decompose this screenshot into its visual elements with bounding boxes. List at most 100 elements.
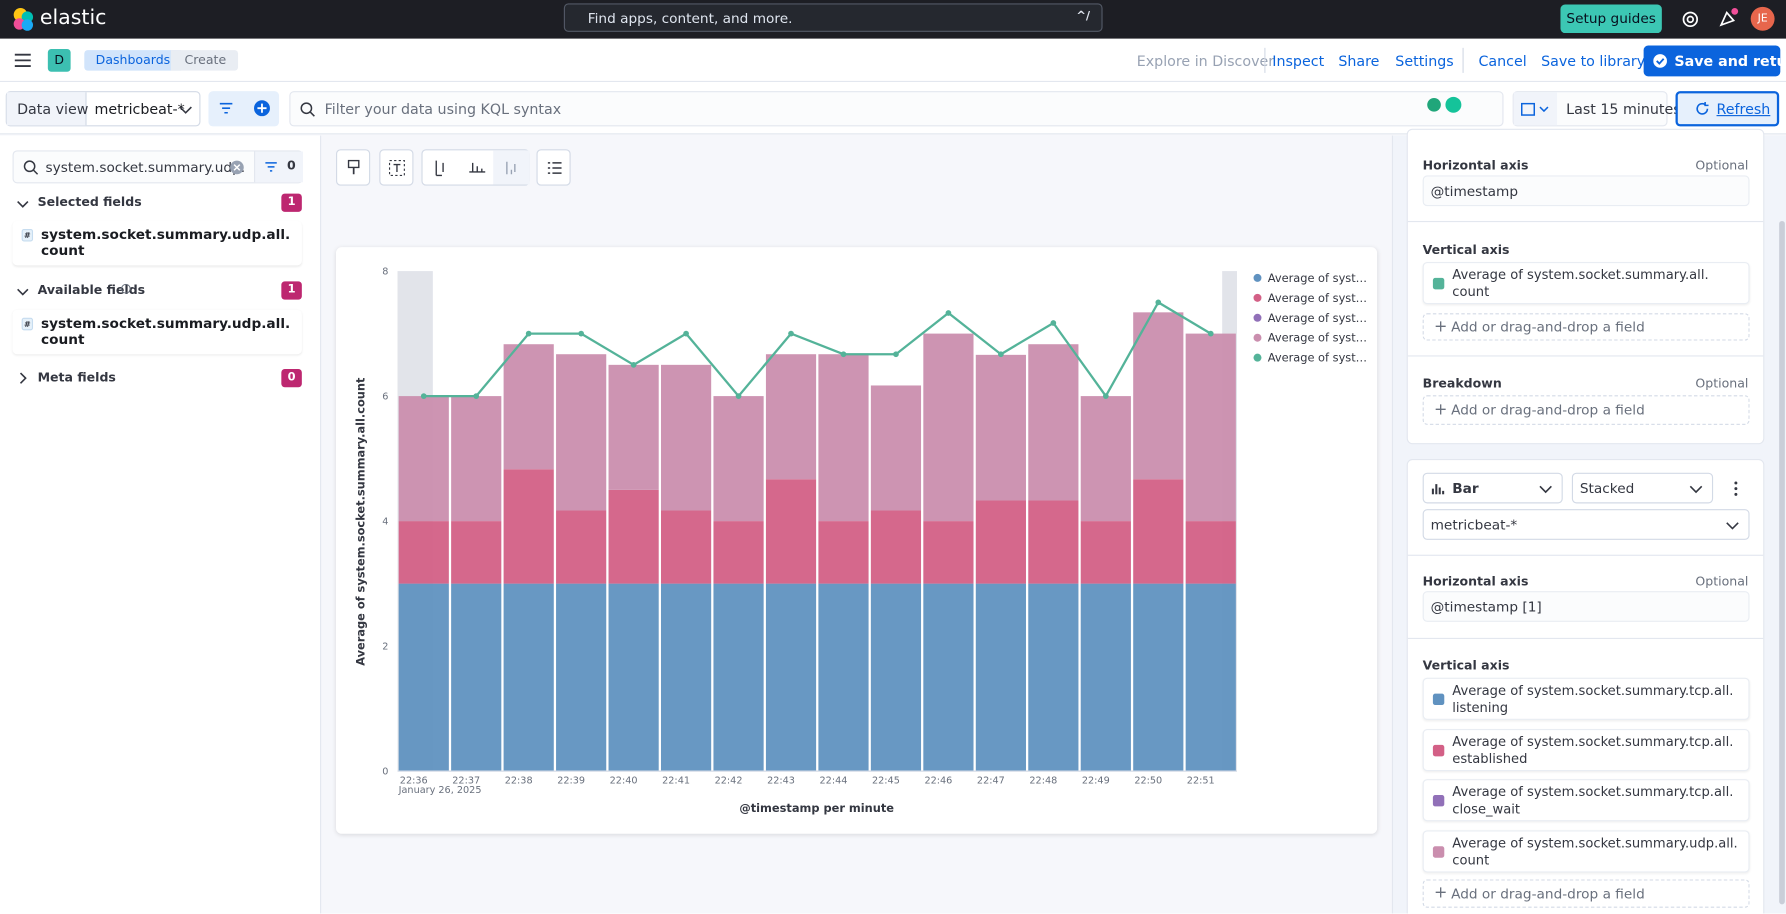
line-point xyxy=(735,393,742,399)
refresh-icon xyxy=(1696,101,1709,115)
quick-menu[interactable] xyxy=(1513,92,1558,126)
field-search[interactable]: system.socket.summary.udp. 0 xyxy=(12,150,303,184)
line-point xyxy=(893,351,899,358)
color-swatch xyxy=(1432,744,1445,756)
field-item[interactable]: # system.socket.summary.udp.all.count xyxy=(12,220,302,266)
filter-count: 0 xyxy=(287,158,296,174)
add-label: Add or drag-and-drop a field xyxy=(1451,885,1645,902)
bar-segment xyxy=(556,510,607,584)
section-count: 1 xyxy=(281,193,302,212)
bar-segment xyxy=(923,521,974,584)
share-link[interactable]: Share xyxy=(1338,52,1380,70)
add-label: Add or drag-and-drop a field xyxy=(1451,402,1645,419)
avatar[interactable]: JE xyxy=(1750,6,1775,31)
save-return-button[interactable]: Save and return xyxy=(1643,45,1786,77)
bar-segment xyxy=(975,354,1026,501)
data-view-picker[interactable]: Data view metricbeat-* xyxy=(5,91,201,127)
bar-segment xyxy=(1028,500,1079,584)
bar-segment xyxy=(398,396,449,522)
bar-segment xyxy=(1133,583,1184,772)
dimension-field[interactable]: Average of system.socket.summary.tcp.all… xyxy=(1422,779,1750,822)
optional-label: Optional xyxy=(1695,375,1749,391)
optional-label: Optional xyxy=(1695,158,1749,174)
legend-button[interactable] xyxy=(536,149,571,186)
y-tick-label: 6 xyxy=(382,392,388,403)
section-count: 1 xyxy=(281,281,302,300)
clear-icon[interactable] xyxy=(229,159,245,175)
add-field[interactable]: + Add or drag-and-drop a field xyxy=(1422,395,1750,425)
save-library-link[interactable]: Save to library xyxy=(1541,52,1646,70)
dimension-field[interactable]: Average of system.socket.summary.all. co… xyxy=(1422,261,1750,305)
legend-swatch xyxy=(1253,313,1262,322)
section-count: 0 xyxy=(281,369,302,388)
chevron[interactable] xyxy=(16,285,30,299)
refresh-button[interactable]: Refresh xyxy=(1675,91,1780,127)
bar-segment xyxy=(870,583,922,772)
settings-link[interactable]: Settings xyxy=(1395,52,1454,70)
bar-segment xyxy=(765,583,817,772)
bar-segment xyxy=(451,521,502,584)
mode-select[interactable]: Stacked xyxy=(1571,472,1714,504)
bar-segment xyxy=(870,510,922,584)
cancel-link[interactable]: Cancel xyxy=(1478,52,1527,70)
divider xyxy=(1264,47,1266,73)
dimension-field[interactable]: @timestamp [1] xyxy=(1422,591,1750,622)
layer-actions[interactable] xyxy=(1732,480,1739,498)
kql-placeholder: Filter your data using KQL syntax xyxy=(324,100,562,118)
line-point xyxy=(420,393,427,399)
menu-icon[interactable] xyxy=(14,52,32,68)
dimension-field[interactable]: @timestamp xyxy=(1422,175,1750,207)
space-badge[interactable]: D xyxy=(47,48,71,72)
toolbar-button[interactable] xyxy=(336,149,371,186)
type-icon: # xyxy=(21,228,34,242)
dimension-field[interactable]: Average of system.socket.summary.tcp.all… xyxy=(1422,677,1750,720)
data-view-select[interactable]: metricbeat-* xyxy=(1422,509,1750,540)
toolbar-button[interactable] xyxy=(379,149,414,186)
bar-segment xyxy=(713,396,764,522)
dimension-field[interactable]: Average of system.socket.summary.udp.all… xyxy=(1422,830,1750,873)
bar-segment xyxy=(713,583,764,772)
line-point xyxy=(1050,320,1057,326)
filter-buttons[interactable] xyxy=(208,91,280,127)
legend-label: Average of syst… xyxy=(1268,271,1367,285)
type-icon: # xyxy=(21,317,34,331)
global-search[interactable]: Find apps, content, and more. ^/ xyxy=(563,3,1103,32)
news-icon[interactable] xyxy=(1718,7,1741,30)
inspect-link[interactable]: Inspect xyxy=(1272,52,1325,70)
setup-guides-button[interactable]: Setup guides xyxy=(1560,4,1662,34)
add-field[interactable]: + Add or drag-and-drop a field xyxy=(1422,879,1750,908)
legend-label: Average of syst… xyxy=(1268,351,1367,365)
line-point xyxy=(683,330,689,337)
bar-segment xyxy=(1080,583,1131,772)
bar-segment xyxy=(398,521,449,584)
date-picker[interactable]: Last 15 minutes xyxy=(1512,91,1681,127)
x-tick-label: 22:45 xyxy=(872,776,900,787)
filter-icon xyxy=(265,162,277,172)
icon xyxy=(347,159,360,175)
save-return-label: Save and return xyxy=(1674,52,1786,70)
bar-icon xyxy=(1431,484,1445,495)
kql-input[interactable]: Filter your data using KQL syntax xyxy=(289,91,1504,127)
disabled-button xyxy=(493,150,530,185)
dimension-field[interactable]: Average of system.socket.summary.tcp.all… xyxy=(1422,728,1750,772)
x-tick-label: 22:36 xyxy=(400,776,428,787)
chevron xyxy=(1539,485,1552,494)
field-item[interactable]: # system.socket.summary.udp.all.count xyxy=(12,309,302,355)
field-label: Average of system.socket.summary.all. co… xyxy=(1452,266,1709,300)
filter-icon xyxy=(219,102,233,114)
chevron[interactable] xyxy=(16,197,30,211)
field-filter[interactable]: 0 xyxy=(254,151,303,183)
axis-button-group[interactable] xyxy=(421,149,530,186)
explore-link[interactable]: Explore in Discover xyxy=(1136,52,1275,70)
bar-segment xyxy=(1080,521,1131,584)
add-field[interactable]: + Add or drag-and-drop a field xyxy=(1422,313,1750,341)
chevron[interactable] xyxy=(16,371,30,385)
bar-segment xyxy=(818,521,869,584)
color-swatch xyxy=(1432,277,1445,289)
x-tick-label: 22:48 xyxy=(1029,776,1057,787)
breadcrumb[interactable]: Dashboards xyxy=(84,50,182,71)
x-tick-label: 22:44 xyxy=(820,776,848,787)
chart-type-select[interactable]: Bar xyxy=(1422,472,1563,504)
help-icon[interactable] xyxy=(1681,10,1699,28)
